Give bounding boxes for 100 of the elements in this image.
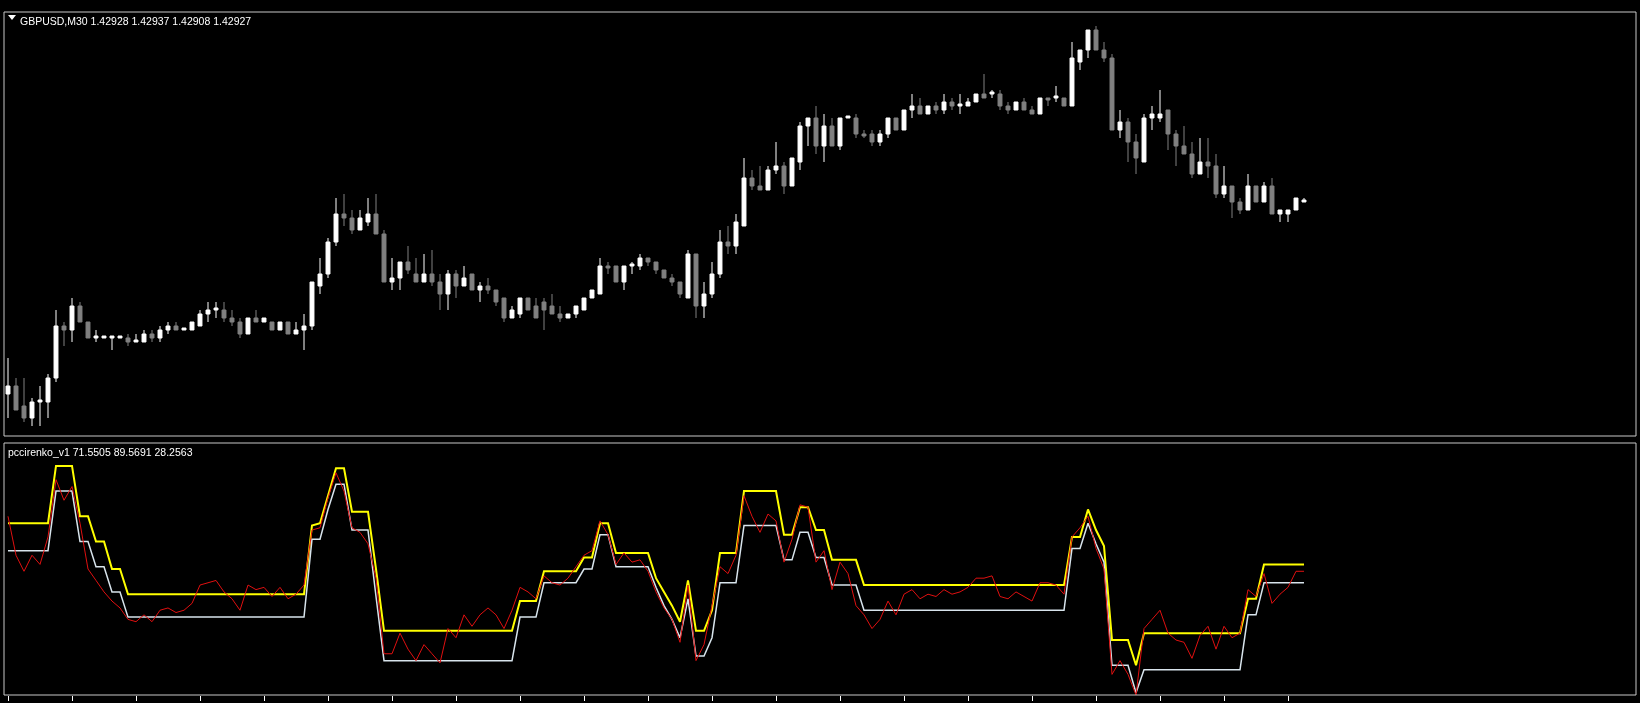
candlestick <box>1021 97 1027 111</box>
candlestick <box>349 209 355 235</box>
candlestick <box>965 97 971 107</box>
candlestick <box>701 281 707 319</box>
candlestick <box>333 197 339 247</box>
candlestick <box>1237 197 1243 215</box>
candlestick <box>69 297 75 343</box>
candlestick <box>1293 197 1299 211</box>
candlestick <box>837 117 843 151</box>
candlestick <box>773 141 779 175</box>
candlestick <box>925 105 931 115</box>
candlestick <box>317 257 323 295</box>
candlestick <box>517 297 523 319</box>
candlestick <box>501 297 507 323</box>
candlestick <box>789 157 795 187</box>
candlestick <box>149 329 155 343</box>
candlestick <box>693 253 699 319</box>
candlestick <box>237 317 243 339</box>
candlestick <box>845 115 851 119</box>
candlestick <box>493 289 499 307</box>
candlestick <box>405 245 411 275</box>
candlestick <box>293 321 299 335</box>
candlestick <box>381 229 387 283</box>
candlestick <box>301 313 307 351</box>
candlestick <box>877 129 883 147</box>
candlestick <box>725 225 731 255</box>
candlestick <box>1061 97 1067 107</box>
candlestick <box>1277 209 1283 223</box>
candlestick <box>253 309 259 323</box>
candlestick <box>1069 41 1075 107</box>
candlestick <box>453 269 459 299</box>
candlestick <box>565 313 571 319</box>
candlestick <box>733 213 739 255</box>
candlestick <box>781 161 787 195</box>
candlestick <box>221 301 227 323</box>
candlestick <box>997 89 1003 111</box>
candlestick <box>861 129 867 139</box>
candlestick <box>1269 177 1275 215</box>
candlestick <box>1029 105 1035 115</box>
candlestick <box>1165 109 1171 151</box>
candlestick <box>13 377 19 411</box>
candlestick <box>325 237 331 279</box>
candlestick <box>1085 29 1091 59</box>
candlestick <box>869 129 875 147</box>
candlestick <box>1037 97 1043 115</box>
candlestick <box>605 261 611 275</box>
candlestick <box>597 257 603 295</box>
candlestick <box>717 229 723 279</box>
candlestick <box>1189 141 1195 179</box>
candlestick <box>1229 185 1235 219</box>
candlestick <box>589 289 595 299</box>
candlestick <box>989 89 995 99</box>
candlestick <box>357 209 363 231</box>
candlestick <box>685 249 691 299</box>
candlestick <box>573 305 579 319</box>
candlestick <box>109 335 115 351</box>
candlestick <box>1253 185 1259 203</box>
candlestick <box>429 249 435 287</box>
candlestick <box>5 357 11 419</box>
candlestick <box>765 165 771 191</box>
chart-title: GBPUSD,M30 1.42928 1.42937 1.42908 1.42927 <box>20 14 252 27</box>
candlestick <box>397 261 403 291</box>
candlestick <box>981 73 987 99</box>
candlestick <box>29 397 35 427</box>
candlestick <box>213 301 219 319</box>
candlestick <box>269 321 275 331</box>
candlestick <box>93 329 99 343</box>
candlestick <box>389 257 395 291</box>
candlestick <box>1053 85 1059 103</box>
candlestick <box>797 121 803 171</box>
candlestick <box>1181 125 1187 155</box>
candlestick <box>509 305 515 319</box>
candlestick <box>629 261 635 275</box>
candlestick <box>645 257 651 267</box>
candlestick <box>1101 41 1107 63</box>
candlestick <box>677 281 683 299</box>
candlestick <box>61 321 67 347</box>
candlestick <box>829 117 835 147</box>
candlestick <box>1245 173 1251 211</box>
candlestick <box>741 157 747 227</box>
candlestick <box>581 297 587 311</box>
candlestick <box>653 261 659 275</box>
candlestick <box>933 101 939 115</box>
candlestick <box>245 317 251 335</box>
candlestick <box>373 193 379 235</box>
candlestick <box>1173 129 1179 167</box>
candlestick <box>173 321 179 331</box>
candlestick <box>1197 137 1203 175</box>
candlestick <box>101 335 107 339</box>
candlestick <box>1117 109 1123 139</box>
candlestick <box>117 335 123 339</box>
candlestick <box>957 93 963 115</box>
candlestick <box>229 309 235 327</box>
candlestick <box>181 327 187 331</box>
candlestick <box>477 281 483 303</box>
candlestick <box>141 329 147 343</box>
candlestick <box>885 117 891 139</box>
candlestick <box>1125 117 1131 163</box>
candlestick <box>77 301 83 323</box>
candlestick <box>285 321 291 335</box>
